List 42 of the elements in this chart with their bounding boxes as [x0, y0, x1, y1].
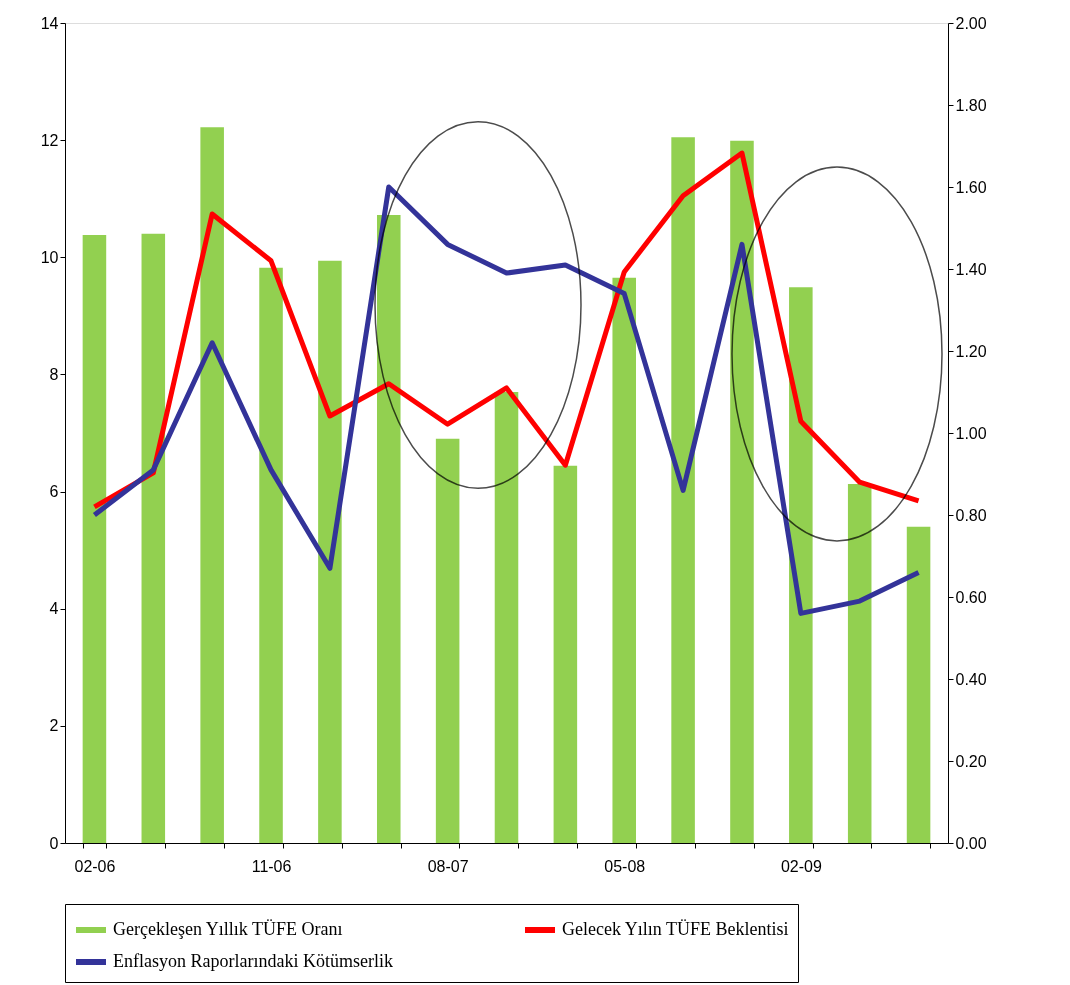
bar [376, 215, 401, 843]
bar [82, 235, 107, 843]
bar [141, 233, 166, 843]
y2-tick-label: 2.00 [955, 14, 987, 32]
bar [200, 127, 224, 843]
y2-tick-label: 0.60 [955, 588, 987, 606]
y2-tick-label: 0.40 [955, 670, 987, 688]
y-tick-label: 14 [40, 14, 59, 32]
y2-tick-label: 1.00 [955, 424, 987, 442]
bar [906, 526, 931, 843]
x-tick-label: 02-06 [74, 857, 116, 875]
y2-tick-label: 1.80 [955, 96, 987, 114]
y-tick-label: 6 [49, 483, 59, 501]
y2-tick-label: 0.80 [955, 506, 987, 524]
y2-tick-label: 1.60 [955, 178, 987, 196]
bar [847, 483, 872, 843]
bar [730, 140, 754, 843]
y-tick-label: 8 [49, 365, 59, 383]
y2-tick-label: 0.00 [955, 834, 987, 852]
x-tick-label: 02-09 [780, 857, 822, 875]
bar [435, 438, 460, 843]
bar [612, 277, 637, 843]
bar [671, 137, 695, 843]
legend-label: Enflasyon Raporlarındaki Kötümserlik [113, 951, 393, 971]
y-tick-label: 0 [49, 834, 59, 852]
legend-label: Gelecek Yılın TÜFE Beklentisi [562, 919, 789, 939]
bar [553, 465, 578, 843]
legend-label: Gerçekleşen Yıllık TÜFE Oranı [113, 919, 343, 939]
y2-tick-label: 1.20 [955, 342, 987, 360]
bar [318, 260, 342, 843]
x-tick-label: 08-07 [427, 857, 469, 875]
bar [259, 267, 283, 843]
y2-tick-label: 0.20 [955, 752, 987, 770]
x-tick-label: 11-06 [251, 857, 292, 875]
y-tick-label: 4 [49, 600, 59, 618]
y-tick-label: 10 [40, 248, 59, 266]
x-tick-label: 05-08 [604, 857, 646, 875]
y-tick-label: 12 [40, 131, 59, 149]
bar [789, 287, 813, 843]
y-tick-label: 2 [49, 717, 59, 735]
bar [494, 392, 519, 843]
y2-tick-label: 1.40 [955, 260, 987, 278]
